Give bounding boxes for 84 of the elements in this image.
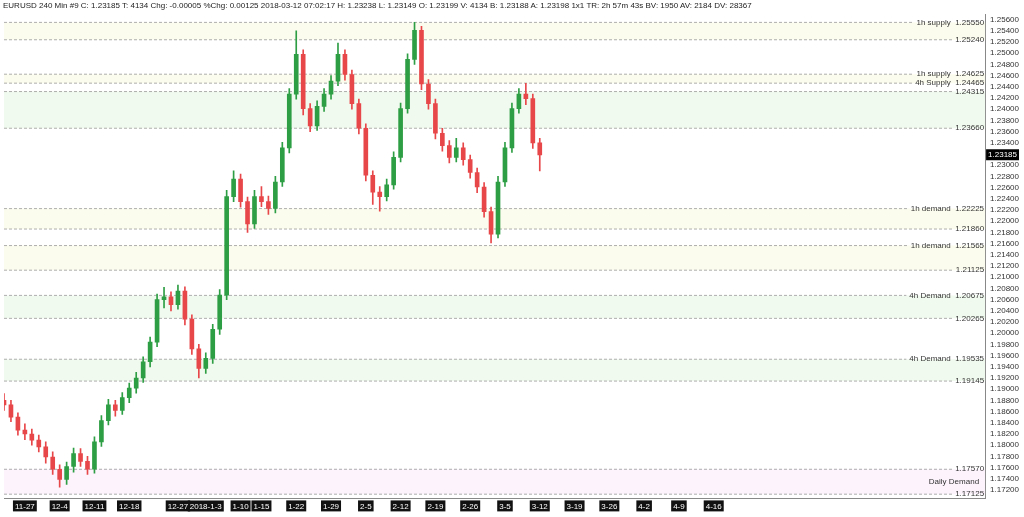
x-tick-label: 1-22 (288, 502, 305, 512)
x-tick-label: 12-4 (51, 502, 69, 512)
y-tick-label: 1.25000 (990, 48, 1020, 58)
x-tick-label: 4-2 (638, 502, 651, 512)
ref-line-label: 1.21125 (955, 265, 985, 275)
y-tick-label: 1.18200 (990, 429, 1020, 439)
y-tick-label: 1.24800 (990, 59, 1020, 69)
ref-line-label: 1.17570 (955, 464, 985, 474)
y-tick-label: 1.24200 (990, 93, 1020, 103)
x-tick-label: 2-12 (392, 502, 410, 512)
y-tick-label: 1.17200 (990, 485, 1020, 495)
ref-line-label: 4h Demand 1.19535 (909, 354, 985, 364)
ref-line-label: 4h Demand 1.20675 (909, 290, 985, 300)
annotation: 1.23185 (988, 150, 1018, 160)
ref-line-label: 1.20265 (955, 313, 985, 323)
x-tick-label: 4-16 (705, 502, 723, 512)
y-tick-label: 1.17600 (990, 462, 1020, 472)
y-tick-label: 1.23000 (990, 160, 1020, 170)
y-tick-label: 1.21800 (990, 227, 1020, 237)
y-tick-label: 1.23400 (990, 138, 1020, 147)
y-tick-label: 1.19200 (990, 373, 1020, 383)
chart-title: EURUSD 240 Min #9 C: 1.23185 T: 4134 Chg: -0.00005 %Chg: 0.00125 2018-03-12 07:02:17 H: 1.23238 L: 1.23149 O: 1.23199 V: 4134 B: 1.23188 A: 1.23198 1x1 TR: 2h 57m 43s BV: 1950 AV: 2184 DV: 28367 (3, 1, 752, 10)
y-tick-label: 1.21600 (990, 238, 1020, 248)
x-tick-label: 3-26 (601, 502, 618, 512)
x-tick-label: 2-5 (360, 502, 373, 512)
band-label: Daily Demand (928, 476, 980, 486)
y-tick-label: 1.22200 (990, 205, 1020, 215)
y-tick-label: 1.19000 (990, 384, 1020, 394)
y-tick-label: 1.20200 (990, 317, 1020, 327)
y-tick-label: 1.20000 (990, 328, 1020, 338)
ref-line-label: 1h supply 1.24625 (916, 69, 985, 79)
x-tick-label: 4-9 (673, 502, 686, 512)
ref-line-label: 1h demand 1.22225 (910, 203, 985, 213)
ref-line-label: 1.24315 (955, 86, 985, 96)
y-tick-label: 1.17800 (990, 451, 1020, 461)
y-tick-label: 1.24000 (990, 104, 1020, 114)
y-tick-label: 1.23800 (990, 115, 1020, 125)
y-tick-label: 1.19400 (990, 362, 1020, 371)
y-tick-label: 1.25200 (990, 37, 1020, 47)
y-tick-label: 1.22000 (990, 216, 1020, 226)
y-tick-label: 1.18800 (990, 395, 1020, 405)
x-tick-label: 11-27 (14, 502, 36, 512)
x-tick-label: 3-19 (566, 502, 584, 512)
y-tick-label: 1.17400 (990, 474, 1020, 483)
x-tick-label: 12-11 (84, 502, 105, 512)
ref-line-label: 1.19145 (955, 376, 985, 386)
x-tick-label: 3-5 (499, 502, 512, 512)
y-tick-label: 1.19800 (990, 339, 1020, 349)
y-tick-label: 1.22800 (990, 171, 1020, 181)
y-tick-label: 1.23600 (990, 126, 1020, 136)
y-tick-label: 1.25400 (990, 26, 1020, 35)
x-tick-label: 1-10 (232, 502, 250, 512)
ref-line-label: 4h Supply 1.24465 (915, 78, 985, 88)
y-tick-label: 1.24600 (990, 70, 1020, 80)
y-tick-label: 1.18600 (990, 406, 1020, 416)
ref-line-label: 1.23660 (955, 123, 985, 133)
x-tick-label: 3-12 (531, 502, 549, 512)
x-tick-label: 1-29 (323, 502, 340, 512)
y-tick-label: 1.21000 (990, 272, 1020, 282)
ref-line-label: 1.21860 (955, 224, 985, 234)
y-tick-label: 1.24400 (990, 82, 1020, 91)
ref-line-label: 1h supply 1.25550 (916, 17, 985, 27)
ref-line-label: 1h demand 1.21565 (910, 240, 985, 250)
y-tick-label: 1.21200 (990, 261, 1020, 271)
x-tick-label: 2-26 (462, 502, 479, 512)
y-tick-label: 1.18000 (990, 440, 1020, 450)
ref-line-label: 1.25240 (955, 34, 985, 44)
ref-line-label: 1.17125 (955, 489, 985, 499)
x-tick-label: 12-18 (119, 502, 141, 512)
y-tick-label: 1.20800 (990, 283, 1020, 293)
y-tick-label: 1.20600 (990, 294, 1020, 304)
y-tick-label: 1.25600 (990, 14, 1020, 24)
x-tick-label: 12-27 (167, 502, 189, 512)
candlestick (161, 286, 167, 309)
y-tick-label: 1.20400 (990, 306, 1020, 315)
candlestick (377, 186, 383, 212)
y-tick-label: 1.22400 (990, 194, 1020, 203)
x-tick-label: 2018-1-3 (189, 502, 223, 512)
y-tick-label: 1.18400 (990, 418, 1020, 427)
y-tick-label: 1.22600 (990, 182, 1020, 192)
x-tick-label: 2-19 (427, 502, 444, 512)
x-tick-label: 1-15 (253, 502, 270, 512)
y-tick-label: 1.21400 (990, 250, 1020, 259)
y-tick-label: 1.19600 (990, 350, 1020, 360)
